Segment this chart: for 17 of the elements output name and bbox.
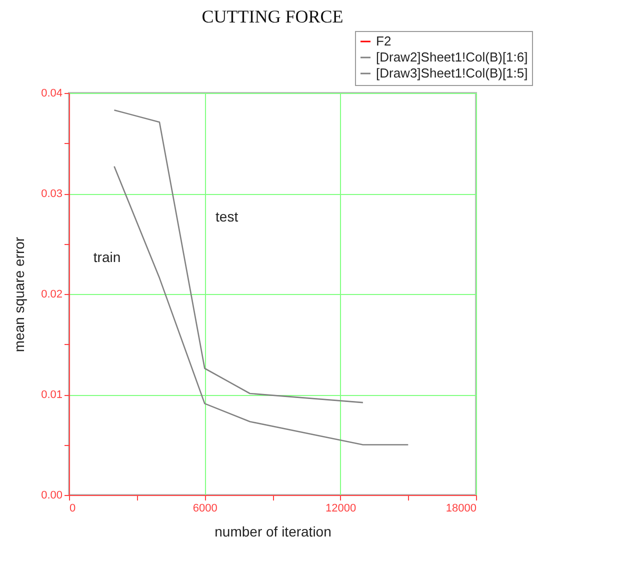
y-tick-label: 0.04 (41, 88, 62, 100)
x-tick-label: 0 (70, 502, 76, 514)
y-tick-label: 0.03 (41, 188, 62, 200)
x-tick-label: 6000 (192, 502, 218, 514)
x-axis-title: number of iteration (214, 524, 332, 540)
legend-label: [Draw2]Sheet1!Col(B)[1:6] (376, 50, 528, 64)
annotation: test (216, 208, 238, 225)
x-tick-label: 18000 (446, 502, 476, 514)
y-tick-label: 0.02 (41, 288, 62, 300)
y-tick-label: 0.00 (41, 490, 62, 502)
y-tick-label: 0.01 (41, 389, 62, 401)
x-tick-label: 12000 (326, 502, 356, 514)
legend-label: F2 (376, 34, 392, 48)
y-axis-title: mean square error (11, 236, 28, 352)
annotation: train (93, 248, 121, 265)
legend-label: [Draw3]Sheet1!Col(B)[1:5] (376, 66, 528, 80)
chart-title: CUTTING FORCE (202, 6, 344, 26)
